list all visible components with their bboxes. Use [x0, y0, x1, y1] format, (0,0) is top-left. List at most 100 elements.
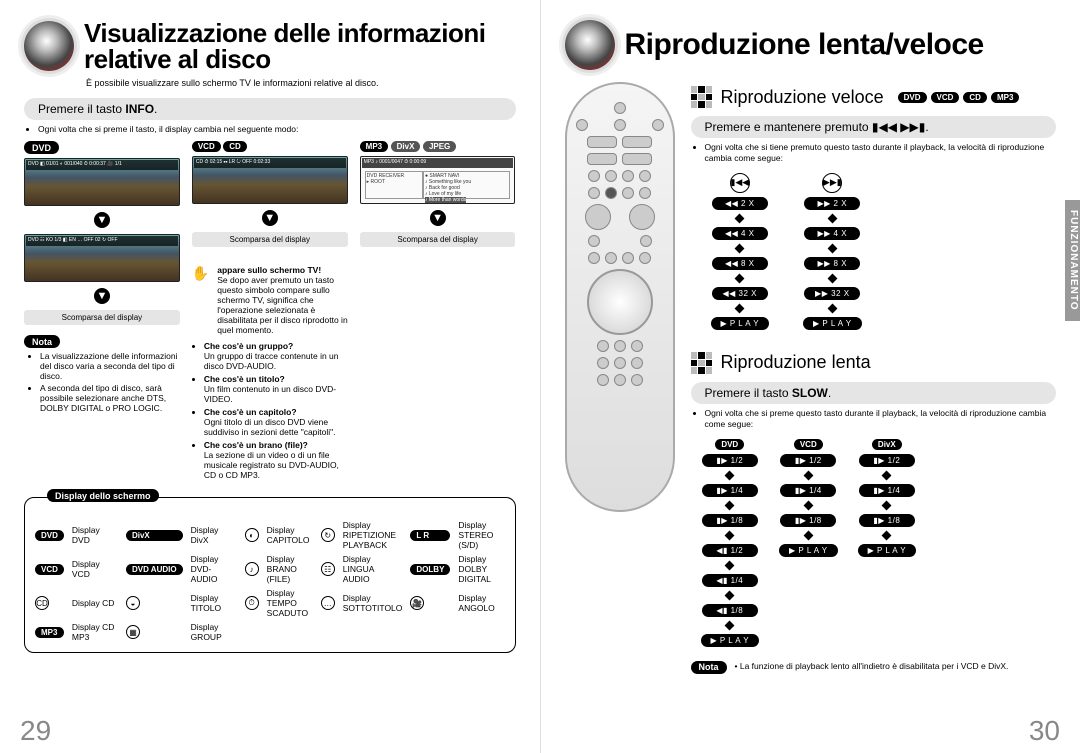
- legend-icon: ◐: [245, 528, 259, 542]
- speed-step: ▶ P L A Y: [858, 544, 917, 557]
- side-tab: FUNZIONAMENTO: [1065, 200, 1080, 321]
- faq-list: Che cos'è un gruppo?Un gruppo di tracce …: [192, 341, 348, 480]
- page-number: 30: [1029, 715, 1060, 747]
- page-30: FUNZIONAMENTO Riproduzione lenta/veloce: [541, 0, 1080, 753]
- legend-label: Display CAPITOLO: [267, 525, 313, 545]
- label-divx: DivX: [391, 141, 421, 152]
- arrow-down-icon: ▼: [430, 210, 446, 226]
- label-dvd: DVD: [24, 141, 59, 154]
- page-29: Visualizzazione delle informazioni relat…: [0, 0, 541, 753]
- fast-forward-column: ▶▶▮ ▶▶ 2 X▶▶ 4 X▶▶ 8 X▶▶ 32 X▶ P L A Y: [803, 173, 862, 330]
- speed-step: ▶ P L A Y: [701, 634, 760, 647]
- display-off: Scomparsa del display: [192, 232, 348, 247]
- speed-step: ▮▶ 1/4: [702, 484, 758, 497]
- hand-warning: appare sullo schermo TV! Se dopo aver pr…: [217, 265, 347, 335]
- legend-icon: ◒: [126, 596, 140, 610]
- legend-label: Display STEREO (S/D): [458, 520, 504, 550]
- osd-screenshot: DVD ◧ 01/01 ◐ 001/040 ⏱ 0:00:37 🎥 1/1: [24, 158, 180, 206]
- legend-icon: CD: [35, 596, 49, 610]
- speed-step: ▮▶ 1/8: [859, 514, 915, 527]
- page-subtitle: È possibile visualizzare sullo schermo T…: [86, 78, 516, 88]
- speed-step: ◀▮ 1/4: [702, 574, 758, 587]
- legend-label: Display VCD: [72, 559, 118, 579]
- display-off: Scomparsa del display: [360, 232, 516, 247]
- remote-illustration: [565, 82, 675, 512]
- legend-label: Display TITOLO: [191, 593, 237, 613]
- osd-screenshot: DVD ☷ KO 1/3 ◧ EN … OFF 02 ↻ OFF: [24, 234, 180, 282]
- legend-label: Display GROUP: [191, 622, 237, 642]
- format-label: VCD: [794, 439, 823, 450]
- speed-step: ▮▶ 1/8: [780, 514, 836, 527]
- osd-screenshot: MP3 ♪ 0001/0047 ⏱ 0:00:09 DVD RECEIVER▸ …: [360, 156, 516, 204]
- hand-icon: ✋: [192, 265, 209, 335]
- legend-label: Display LINGUA AUDIO: [343, 554, 403, 584]
- diamond-icon: [827, 213, 837, 223]
- legend-title: Display dello schermo: [47, 489, 159, 502]
- legend-icon: ↻: [321, 528, 335, 542]
- page-title: Riproduzione lenta/veloce: [625, 30, 984, 60]
- slow-heading: Riproduzione lenta: [721, 352, 871, 373]
- legend-label: Display BRANO (FILE): [267, 554, 313, 584]
- speed-step: ▶▶ 4 X: [804, 227, 860, 240]
- legend-box: Display dello schermo DVDDisplay DVDDivX…: [24, 497, 516, 653]
- legend-icon: MP3: [35, 627, 64, 638]
- page-number: 29: [20, 715, 51, 747]
- diamond-icon: [725, 470, 735, 480]
- arrow-down-icon: ▼: [94, 288, 110, 304]
- speed-step: ◀◀ 8 X: [712, 257, 768, 270]
- legend-icon: ⏱: [245, 596, 259, 610]
- fast-heading: Riproduzione veloce: [721, 87, 884, 108]
- speaker-graphic: [24, 21, 74, 71]
- display-off: Scomparsa del display: [24, 310, 180, 325]
- legend-icon: DivX: [126, 530, 183, 541]
- speed-step: ◀◀ 32 X: [712, 287, 768, 300]
- label-mp3: MP3: [360, 141, 388, 152]
- legend-label: Display DivX: [191, 525, 237, 545]
- legend-icon: ♪: [245, 562, 259, 576]
- fast-bar: Premere e mantenere premuto ▮◀◀ ▶▶▮.: [691, 116, 1057, 138]
- diamond-icon: [803, 530, 813, 540]
- speed-step: ▶ P L A Y: [803, 317, 862, 330]
- legend-icon: ▦: [126, 625, 140, 639]
- legend-label: Display ANGOLO: [458, 593, 504, 613]
- page-title: Visualizzazione delle informazioni relat…: [84, 20, 516, 72]
- format-label: DivX: [872, 439, 902, 450]
- slow-column: VCD▮▶ 1/2▮▶ 1/4▮▶ 1/8▶ P L A Y: [779, 439, 838, 647]
- speed-step: ▮▶ 1/2: [702, 454, 758, 467]
- diamond-icon: [725, 560, 735, 570]
- speed-step: ▶▶ 8 X: [804, 257, 860, 270]
- arrow-down-icon: ▼: [94, 212, 110, 228]
- section-info: Premere il tasto INFO.: [24, 98, 516, 120]
- legend-label: Display CD MP3: [72, 622, 118, 642]
- speed-step: ◀◀ 2 X: [712, 197, 768, 210]
- legend-label: Display CD: [72, 598, 118, 608]
- diamond-icon: [735, 213, 745, 223]
- speed-step: ▮▶ 1/2: [859, 454, 915, 467]
- legend-label: Display TEMPO SCADUTO: [267, 588, 313, 618]
- legend-label: Display SOTTOTITOLO: [343, 593, 403, 613]
- diamond-icon: [882, 530, 892, 540]
- label-vcd: VCD: [192, 141, 221, 152]
- fast-rewind-column: ▮◀◀ ◀◀ 2 X◀◀ 4 X◀◀ 8 X◀◀ 32 X▶ P L A Y: [711, 173, 770, 330]
- speed-step: ◀▮ 1/8: [702, 604, 758, 617]
- diamond-icon: [827, 303, 837, 313]
- diamond-icon: [725, 620, 735, 630]
- diamond-icon: [803, 500, 813, 510]
- legend-icon: L R: [410, 530, 450, 541]
- legend-icon: DVD AUDIO: [126, 564, 183, 575]
- speed-step: ▮▶ 1/4: [859, 484, 915, 497]
- arrow-down-icon: ▼: [262, 210, 278, 226]
- format-label: DVD: [715, 439, 744, 450]
- label-jpeg: JPEG: [423, 141, 456, 152]
- checker-icon: [691, 86, 713, 108]
- diamond-icon: [725, 530, 735, 540]
- nota-box: Nota La visualizzazione delle informazio…: [24, 335, 180, 413]
- manual-spread: Visualizzazione delle informazioni relat…: [0, 0, 1080, 753]
- legend-icon: VCD: [35, 564, 64, 575]
- legend-label: Display RIPETIZIONE PLAYBACK: [343, 520, 403, 550]
- slow-nota: Nota • La funzione di playback lento all…: [691, 661, 1057, 674]
- speaker-graphic: [565, 20, 615, 70]
- diamond-icon: [735, 243, 745, 253]
- speed-step: ▶ P L A Y: [779, 544, 838, 557]
- legend-label: Display DVD-AUDIO: [191, 554, 237, 584]
